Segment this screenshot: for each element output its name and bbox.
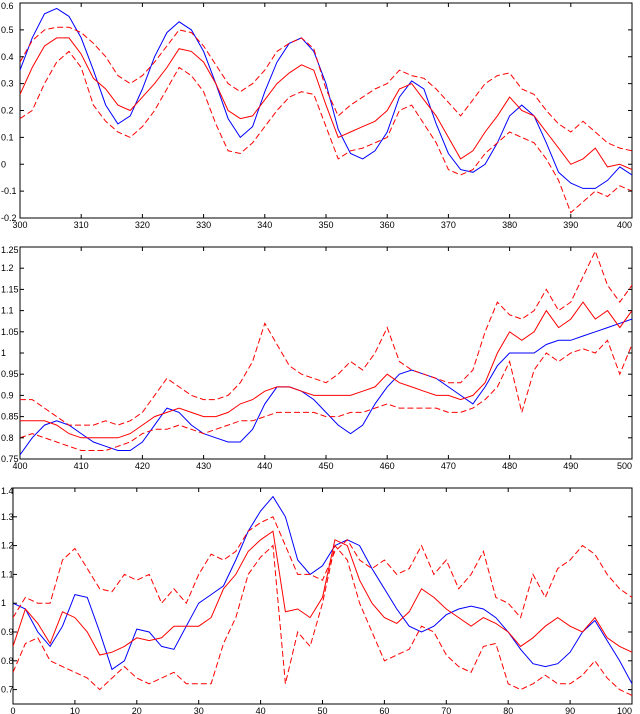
series-line-4	[20, 339, 632, 451]
y-tick-label: 1.2	[1, 263, 14, 273]
y-tick-label: 1.1	[1, 569, 14, 579]
x-tick-label: 310	[74, 220, 89, 230]
y-tick-label: 0.2	[1, 106, 14, 116]
x-tick-label: 460	[380, 461, 395, 471]
y-tick-label: 0.75	[1, 454, 19, 464]
x-tick-label: 40	[256, 706, 266, 714]
axes-frame	[19, 246, 633, 460]
x-tick-label: 480	[502, 461, 517, 471]
y-tick-label: 0.3	[1, 79, 14, 89]
x-tick-label: 30	[194, 706, 204, 714]
y-tick-label: 0.8	[1, 433, 14, 443]
series-line-4	[20, 50, 632, 214]
x-tick-label: 100	[617, 706, 632, 714]
x-tick-label: 390	[563, 220, 578, 230]
x-tick-label: 430	[196, 461, 211, 471]
y-tick-label: 0.5	[1, 25, 14, 35]
y-tick-label: 1.15	[1, 284, 19, 294]
chart-panel-1: 300 310 320 330 340 350 360 370 380 390 400 -0.2 -0.…	[1, 1, 633, 230]
x-tick-label: 410	[74, 461, 89, 471]
y-tick-label: 1	[1, 598, 6, 608]
y-tick-label: 0.4	[1, 52, 14, 62]
y-tick-label: 1.2	[1, 541, 14, 551]
y-tick-label: 1.1	[1, 306, 14, 316]
y-tick-label: 0.1	[1, 132, 14, 142]
x-tick-label: 330	[196, 220, 211, 230]
x-tick-label: 470	[441, 461, 456, 471]
x-tick-label: 50	[317, 706, 327, 714]
x-tick-label: 420	[135, 461, 150, 471]
y-tick-label: 1	[1, 348, 6, 358]
chart-panel-2: 400 410 420 430 440 450 460 470 480 490 500 0.75 0.8…	[1, 245, 633, 471]
y-tick-label: 0.9	[1, 627, 14, 637]
y-tick-label: -0.2	[1, 213, 17, 223]
x-tick-label: 320	[135, 220, 150, 230]
series-line-2	[20, 301, 632, 439]
x-tick-label: 440	[257, 461, 272, 471]
x-tick-label: 300	[12, 220, 27, 230]
series-line-3	[20, 249, 632, 426]
y-tick-label: 0.85	[1, 412, 19, 422]
y-tick-label: 1.25	[1, 245, 19, 255]
x-tick-label: 20	[132, 706, 142, 714]
x-tick-label: 500	[617, 461, 632, 471]
series-line-2	[13, 530, 632, 656]
series-line-1	[20, 318, 632, 456]
y-tick-label: 0.9	[1, 390, 14, 400]
x-tick-label: 0	[10, 706, 15, 714]
x-tick-label: 400	[12, 461, 27, 471]
series-line-1	[13, 495, 632, 685]
x-tick-label: 450	[318, 461, 333, 471]
x-tick-label: 350	[318, 220, 333, 230]
x-tick-label: 60	[379, 706, 389, 714]
y-tick-label: 1.05	[1, 327, 19, 337]
chart-panel-3: 0 10 20 30 40 50 60 70 80 90 100 0.7 0.8 0.9 1 1.1 1.2 1.…	[1, 486, 633, 714]
y-tick-label: 0.6	[1, 1, 14, 11]
y-tick-label: -0.1	[1, 186, 17, 196]
x-tick-label: 70	[441, 706, 451, 714]
x-tick-label: 490	[563, 461, 578, 471]
y-tick-label: 0.95	[1, 369, 19, 379]
x-tick-label: 400	[617, 220, 632, 230]
y-tick-label: 1.3	[1, 512, 14, 522]
series-line-3	[13, 516, 632, 619]
x-tick-label: 380	[502, 220, 517, 230]
x-tick-label: 340	[257, 220, 272, 230]
y-tick-label: 1.4	[1, 486, 14, 496]
y-tick-label: 0.7	[1, 685, 14, 695]
axes-frame	[19, 2, 633, 219]
x-tick-label: 80	[503, 706, 513, 714]
x-tick-label: 370	[441, 220, 456, 230]
series-line-1	[20, 7, 632, 189]
x-tick-label: 360	[380, 220, 395, 230]
x-tick-label: 90	[565, 706, 575, 714]
x-tick-label: 10	[70, 706, 80, 714]
y-tick-label: 0.8	[1, 656, 14, 666]
series-line-2	[20, 37, 632, 171]
series-line-3	[20, 26, 632, 152]
y-tick-label: 0	[1, 159, 6, 169]
